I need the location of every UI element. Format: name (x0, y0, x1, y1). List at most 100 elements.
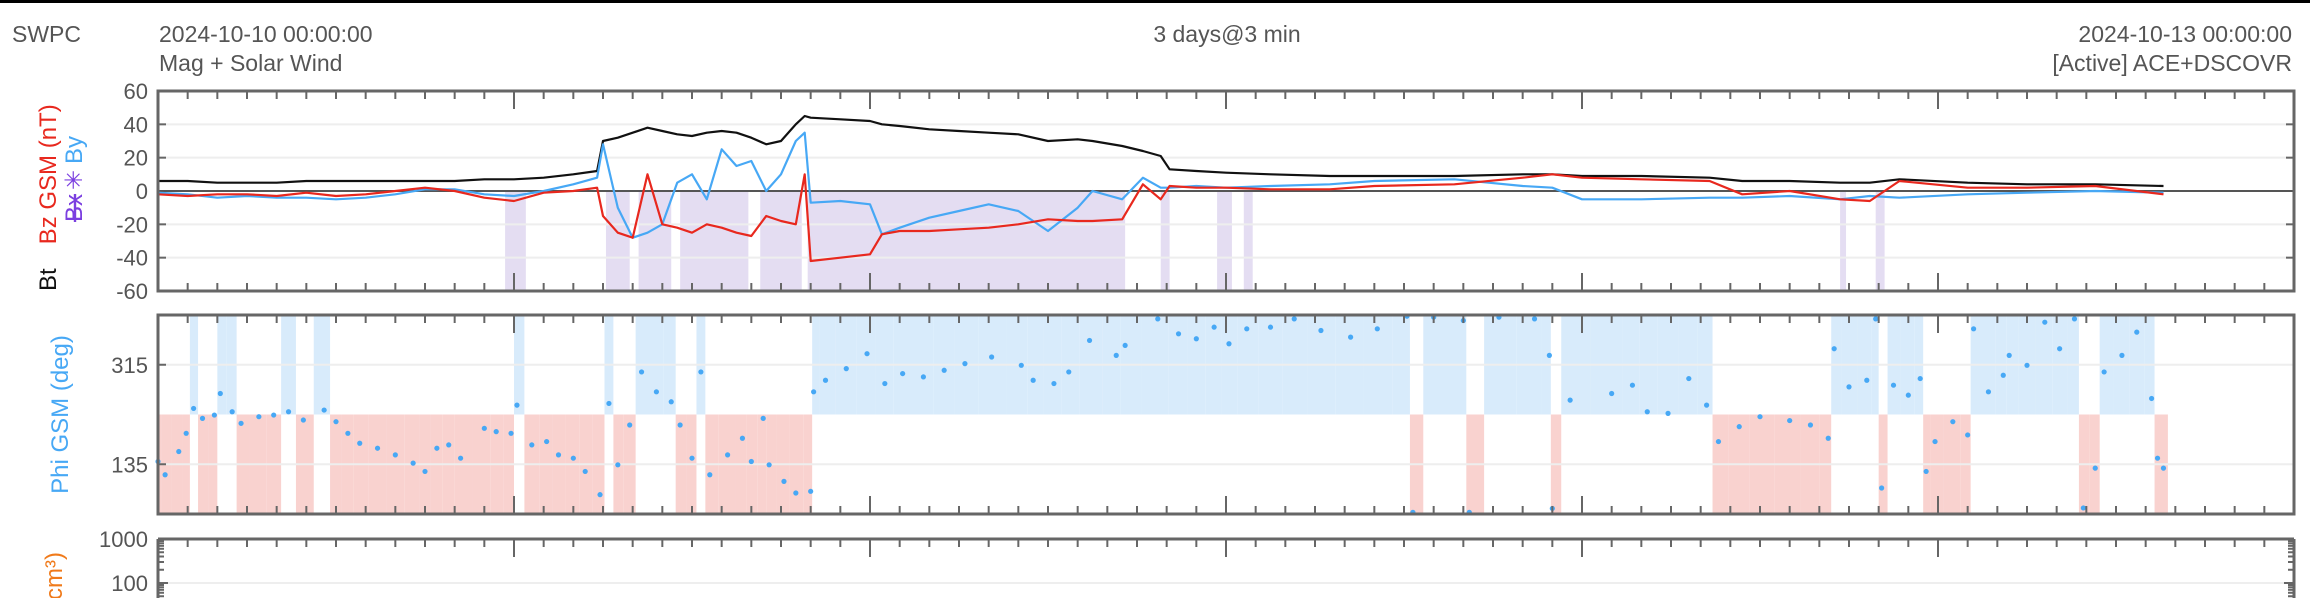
phi-point (1715, 438, 1722, 445)
bz-south-shade (605, 191, 630, 291)
phi-point (707, 472, 713, 478)
phi-point (2057, 346, 2063, 352)
phi-point (1086, 337, 1093, 344)
y-tick-label: 40 (124, 112, 148, 137)
phi-point (1971, 326, 1977, 332)
phi-y-label: Phi GSM (deg) (47, 335, 74, 494)
phi-point (1644, 409, 1650, 415)
y-tick-label: 315 (111, 353, 148, 378)
phi-point (176, 448, 182, 455)
bz-south-shade (1243, 191, 1253, 291)
phi-point (434, 445, 440, 451)
phi-point (345, 430, 351, 436)
phi-point (1018, 362, 1024, 368)
phi-point (597, 492, 603, 498)
phi-point (422, 468, 428, 475)
phi-point (2092, 465, 2098, 471)
source-label: [Active] ACE+DSCOVR (2052, 50, 2292, 76)
y-tick-label: 135 (111, 452, 148, 477)
phi-point (2119, 352, 2125, 358)
phi-point (1890, 382, 1897, 388)
phi-point (1665, 410, 1671, 416)
phi-point (1985, 389, 1992, 395)
phi-point (882, 380, 888, 387)
by-label: By (61, 136, 88, 164)
phi-point (410, 460, 416, 466)
y-tick-label: -40 (116, 246, 148, 271)
y-tick-label: 100 (111, 571, 148, 596)
phi-point (760, 415, 766, 421)
phi-point (1374, 326, 1380, 332)
phi-point (725, 452, 731, 458)
time-span: 3 days@3 min (1153, 21, 1301, 47)
y-tick-label: 20 (124, 146, 148, 171)
phi-point (941, 367, 947, 373)
bx-label: Bx (61, 194, 88, 222)
phi-point (1318, 327, 1324, 334)
phi-point (481, 425, 487, 431)
phi-point (238, 420, 244, 426)
series-bz-line (157, 173, 2164, 263)
y-tick-label: -20 (116, 212, 148, 237)
phi-point (1879, 485, 1885, 491)
phi-point (357, 440, 363, 446)
phi-point (1704, 402, 1710, 408)
phi-point (191, 405, 197, 412)
end-time: 2024-10-13 00:00:00 (2078, 21, 2292, 47)
phi-point (183, 430, 189, 436)
phi-point (638, 369, 645, 375)
phi-point (793, 490, 799, 496)
series-by-line (157, 131, 2164, 239)
bt-label: Bt (35, 268, 62, 291)
phi-point (2080, 505, 2086, 511)
phi-point (1846, 384, 1852, 390)
phi-point (1787, 417, 1793, 424)
phi-point (1546, 352, 1552, 358)
phi-point (529, 442, 535, 448)
phi-point (627, 422, 633, 428)
phi-point (162, 472, 168, 478)
phi-point (1932, 438, 1938, 445)
phi-point (199, 415, 206, 421)
phi-point (1567, 397, 1573, 403)
bz-south-shade (1875, 191, 1885, 291)
phi-point (689, 455, 695, 461)
phi-point (739, 435, 746, 441)
phi-point (582, 468, 588, 475)
phi-point (1950, 419, 1956, 425)
bz-south-shade (1160, 191, 1170, 291)
bz-south-shade (760, 191, 802, 291)
phi-panel: 315 135 Phi GSM (deg) (47, 313, 2296, 516)
phi-point (1629, 382, 1636, 388)
phi-point (766, 462, 772, 468)
y-tick-label: 60 (124, 79, 148, 104)
phi-point (843, 366, 849, 372)
phi-point (1244, 326, 1250, 332)
density-y-label: cm³) (41, 552, 68, 598)
y-tick-label: 1000 (99, 527, 148, 552)
phi-point (392, 452, 398, 458)
phi-point (1825, 435, 1831, 441)
phi-point (285, 409, 292, 415)
phi-point (1757, 414, 1763, 420)
phi-point (1291, 316, 1297, 322)
bz-south-shade (638, 191, 672, 291)
phi-point (211, 412, 217, 418)
phi-point (321, 407, 327, 413)
phi-point (2000, 372, 2006, 378)
phi-point (2160, 465, 2167, 471)
phi-point (2101, 369, 2107, 375)
phi-point (217, 390, 223, 397)
phi-point (653, 389, 660, 395)
mag-panel: 60 40 20 0 -20 -40 -60 Bt Bz GSM (nT) Bx By ✳ (35, 79, 2296, 304)
phi-point (668, 399, 674, 405)
phi-point (333, 419, 339, 425)
phi-point (1122, 342, 1128, 349)
phi-point (808, 488, 814, 494)
phi-point (606, 400, 612, 407)
phi-point (1873, 316, 1879, 322)
bx-marker-icon: ✳ (61, 170, 88, 190)
phi-point (1193, 336, 1199, 342)
phi-point (1211, 324, 1217, 330)
